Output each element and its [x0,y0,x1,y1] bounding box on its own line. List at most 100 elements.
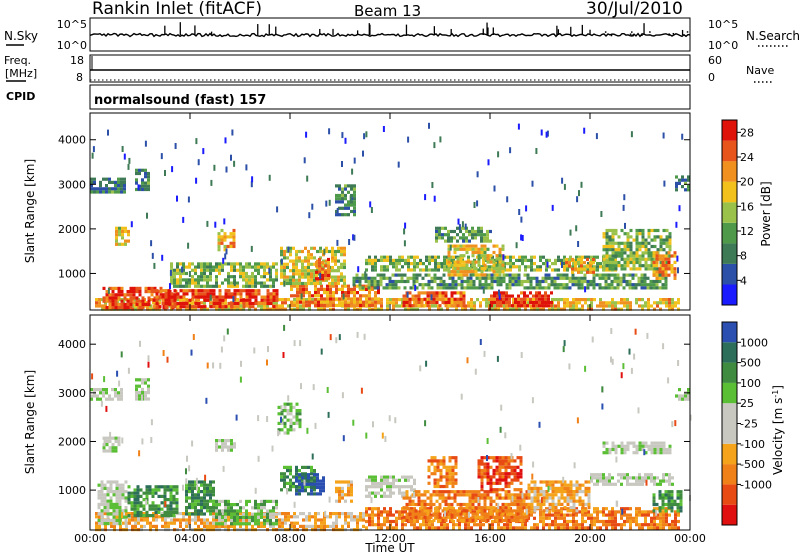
data-cell [482,298,485,302]
data-cell [429,499,433,503]
data-cell [224,307,227,311]
data-cell [266,284,269,288]
data-cell [335,518,338,522]
data-cell [301,249,304,254]
data-cell [185,496,188,500]
data-cell [392,478,395,482]
data-cell [382,286,386,290]
data-cell [674,510,677,514]
data-cell [450,518,454,523]
data-cell [191,483,194,487]
data-cell [283,278,286,282]
data-cell [188,289,192,293]
data-cell [503,526,506,530]
data-cell [167,301,171,306]
data-cell [108,286,112,290]
data-cell [502,276,506,280]
data-cell [188,298,192,302]
data-cell [191,298,194,302]
data-cell [129,302,133,306]
scatter-echo [325,200,328,207]
data-cell [444,304,448,308]
scatter-echo [160,153,163,160]
scatter-echo [92,146,95,153]
data-cell [90,187,93,191]
data-cell [441,291,445,295]
data-cell [194,486,197,490]
data-cell [230,301,234,306]
data-cell [599,510,602,514]
data-cell [632,267,636,271]
data-cell [661,286,665,290]
data-cell [194,301,198,306]
data-cell [314,515,317,519]
data-cell [485,298,488,302]
data-cell [626,244,630,249]
data-cell [319,246,322,250]
data-cell [90,190,93,194]
data-cell [334,269,337,273]
data-cell [331,265,334,270]
data-cell [296,515,299,519]
data-cell [362,300,365,304]
data-cell [490,300,493,305]
data-cell [197,295,201,299]
data-cell [127,501,131,505]
data-cell [272,305,276,309]
data-cell [599,262,602,266]
data-cell [478,276,482,280]
data-cell [251,284,254,288]
data-cell [592,261,595,265]
data-cell [131,524,134,528]
data-cell [493,273,497,277]
data-cell [200,265,203,269]
colorbar-tick-label: 4 [740,274,747,287]
data-cell [644,238,648,242]
data-cell [432,297,436,301]
data-cell [644,241,648,245]
data-cell [221,499,224,503]
data-cell [310,269,313,273]
data-cell [614,307,617,311]
data-cell [638,523,641,527]
data-cell [382,273,386,277]
data-cell [338,515,341,519]
data-cell [218,262,221,266]
data-cell [650,264,654,268]
data-cell [450,506,454,510]
data-cell [678,178,681,182]
data-cell [667,264,671,268]
data-cell [218,499,221,503]
data-cell [441,300,445,305]
data-cell [523,291,526,295]
data-cell [341,493,344,497]
data-cell [155,301,159,306]
data-cell [254,278,257,282]
data-cell [191,262,194,266]
data-cell [568,261,571,265]
data-cell [673,273,677,277]
data-cell [321,277,324,281]
data-cell [538,300,541,305]
data-cell [99,184,102,188]
scatter-echo [498,289,500,296]
data-cell [620,301,623,305]
data-cell [457,276,461,280]
data-cell [188,521,191,525]
data-cell [337,249,340,254]
data-cell [269,301,273,306]
data-cell [611,228,615,233]
data-cell [575,526,578,530]
data-cell [304,272,307,276]
data-cell [302,307,305,311]
data-cell [587,526,590,530]
data-cell [547,300,550,305]
data-cell [668,241,672,245]
data-cell [420,506,424,510]
data-cell [124,496,128,500]
scatter-echo [424,194,427,201]
data-cell [209,301,212,305]
data-cell [209,275,212,279]
data-cell [353,300,356,304]
data-cell [131,512,134,516]
